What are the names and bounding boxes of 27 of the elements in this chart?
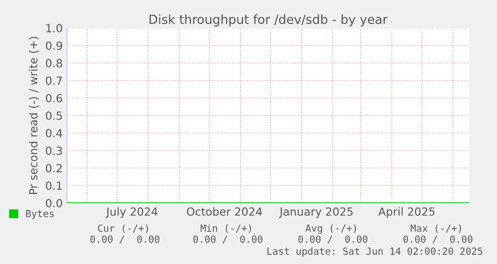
y-tick-label: 0.5 [46,111,62,120]
text: Max (-/+) [410,224,461,233]
y-tick-label: 0.7 [46,76,62,85]
text: 0.00 / 0.00 [403,235,472,244]
y-tick-label: 1.0 [46,24,62,32]
text: Last update: Sat Jun 14 02:00:20 2025 [267,247,482,257]
x-tick-label: July 2024 [106,207,158,218]
text: 0.00 / 0.00 [298,235,368,244]
y-tick-label: 0.2 [46,164,62,172]
x-tick-label: October 2024 [186,207,262,216]
text: Min (-/+) [200,224,251,233]
y-tick-label: 0.3 [46,146,62,155]
text: Cur (-/+) [98,224,148,233]
text: 0.00 / 0.00 [90,235,160,244]
chart-title: Disk throughput for /dev/sdb - by year [150,14,388,26]
legend-label: Bytes [26,210,54,220]
y-tick-label: 0.0 [46,198,62,208]
y-axis-title: Pr second read (-) / write (+) [28,36,39,194]
y-tick-label: 0.6 [46,94,62,102]
x-tick-label: April 2025 [378,207,434,218]
y-tick-label: 0.8 [46,58,62,68]
y-tick-label: 0.1 [46,181,62,190]
text: Avg (-/+) [306,224,356,234]
x-tick-label: January 2025 [279,207,353,218]
y-tick-label: 0.4 [46,128,62,138]
text: 0.00 / 0.00 [193,235,262,244]
y-tick-label: 0.9 [46,41,62,50]
